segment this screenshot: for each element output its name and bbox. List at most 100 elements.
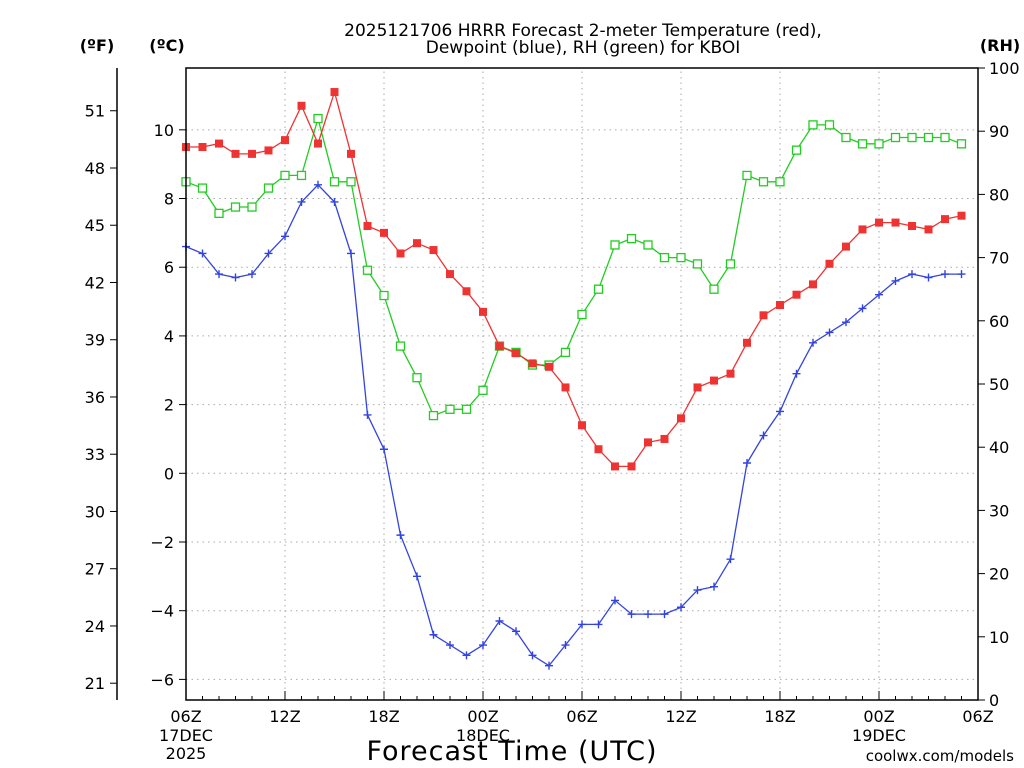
- time-tick-label: 00Z: [467, 707, 498, 726]
- rh-point: [824, 120, 835, 130]
- dewpoint-point: [677, 603, 685, 612]
- rh-tick-label: 100: [989, 59, 1020, 78]
- rh-point: [412, 373, 422, 383]
- temperature-point: [908, 222, 916, 230]
- dewpoint-point: [693, 586, 702, 595]
- rh-point: [461, 404, 472, 414]
- temperature-point: [396, 249, 405, 258]
- rh-point: [346, 177, 356, 187]
- dewpoint-point: [710, 582, 718, 591]
- temperature-point: [495, 342, 504, 351]
- rh-point: [857, 139, 868, 149]
- temperature-point: [957, 211, 966, 220]
- celsius-tick-label: 0: [164, 464, 174, 483]
- time-tick-label: 18Z: [368, 707, 399, 726]
- dewpoint-point: [908, 270, 916, 279]
- rh-point: [197, 183, 208, 193]
- rh-point: [758, 177, 769, 187]
- celsius-tick-label: −6: [150, 670, 174, 689]
- dewpoint-point: [479, 641, 487, 650]
- time-tick-label: 12Z: [269, 707, 300, 726]
- rh-point: [725, 259, 736, 269]
- date-label: 18DEC: [456, 726, 510, 745]
- time-tick-label: 06Z: [962, 707, 993, 726]
- rh-point: [296, 170, 307, 181]
- temperature-point: [891, 218, 900, 227]
- dewpoint-point: [924, 273, 933, 282]
- rh-point: [329, 177, 340, 187]
- rh-axis-unit: (RH): [980, 36, 1020, 55]
- dewpoint-line: [185, 183, 962, 667]
- dewpoint-point: [446, 641, 454, 650]
- rh-point: [593, 284, 604, 294]
- dewpoint-point: [413, 572, 421, 581]
- series-layer: [181, 88, 967, 670]
- celsius-tick-label: 10: [154, 121, 174, 140]
- time-tick-label: 18Z: [764, 707, 795, 726]
- series-dewpoint: [182, 180, 966, 670]
- rh-tick-label: 70: [989, 249, 1009, 268]
- temperature-point: [281, 136, 289, 145]
- temperature-point: [512, 349, 520, 358]
- fahrenheit-axis: 21 24 27 30 33 36 39 42 45 48 51: [85, 68, 118, 700]
- temperature-point: [644, 438, 652, 447]
- fahrenheit-tick-label: 51: [85, 102, 105, 121]
- temperature-point: [413, 239, 421, 248]
- fahrenheit-tick-label: 33: [85, 445, 105, 464]
- rh-point: [214, 208, 224, 219]
- temperature-point: [545, 362, 553, 371]
- temperature-point: [941, 215, 949, 224]
- temperature-point: [710, 376, 718, 385]
- dewpoint-point: [825, 328, 834, 337]
- temperature-point: [528, 359, 537, 368]
- dewpoint-point: [297, 197, 306, 206]
- temperature-point: [198, 143, 207, 151]
- fahrenheit-tick-label: 36: [85, 388, 105, 407]
- plot-frame: [185, 67, 979, 701]
- temperature-point: [759, 311, 768, 320]
- celsius-axis: −6 −4 −2 0 2 4 6 8 10: [150, 121, 186, 689]
- fahrenheit-tick-label: 48: [85, 159, 105, 178]
- rh-point: [841, 132, 851, 143]
- dewpoint-point: [264, 249, 273, 258]
- rh-tick-label: 60: [989, 312, 1009, 331]
- temperature-point: [231, 149, 240, 158]
- fahrenheit-tick-label: 30: [85, 502, 105, 521]
- temperature-point: [660, 434, 669, 443]
- dewpoint-point: [215, 270, 223, 279]
- rh-point: [791, 145, 802, 155]
- rh-point: [923, 132, 934, 143]
- dewpoint-point: [198, 249, 207, 258]
- rh-point: [890, 132, 901, 143]
- fahrenheit-tick-label: 21: [85, 674, 105, 693]
- rh-tick-label: 0: [989, 691, 999, 710]
- time-tick-label: 12Z: [665, 707, 696, 726]
- temperature-point: [479, 307, 487, 316]
- temperature-point: [363, 222, 372, 230]
- rh-point: [940, 132, 950, 143]
- rh-tick-label: 50: [989, 375, 1009, 394]
- rh-point: [379, 290, 389, 301]
- fahrenheit-tick-label: 27: [85, 560, 105, 579]
- fahrenheit-axis-unit: (ºF): [80, 36, 115, 55]
- temperature-point: [627, 462, 636, 471]
- temperature-point: [314, 139, 322, 148]
- celsius-axis-unit: (ºC): [149, 36, 184, 55]
- dewpoint-point: [842, 318, 850, 327]
- rh-tick-label: 30: [989, 501, 1009, 520]
- dewpoint-point: [743, 459, 751, 467]
- temperature-point: [594, 445, 603, 454]
- rh-point: [709, 284, 719, 294]
- rh-tick-label: 80: [989, 185, 1009, 204]
- dewpoint-point: [380, 445, 388, 454]
- temperature-point: [743, 338, 751, 347]
- celsius-tick-label: 6: [164, 258, 174, 277]
- dewpoint-point: [660, 610, 669, 619]
- temperature-point: [809, 280, 817, 289]
- rh-point: [230, 202, 241, 212]
- rh-point: [692, 259, 703, 269]
- dewpoint-point: [858, 304, 867, 313]
- celsius-tick-label: −2: [150, 533, 174, 552]
- rh-point: [659, 252, 670, 263]
